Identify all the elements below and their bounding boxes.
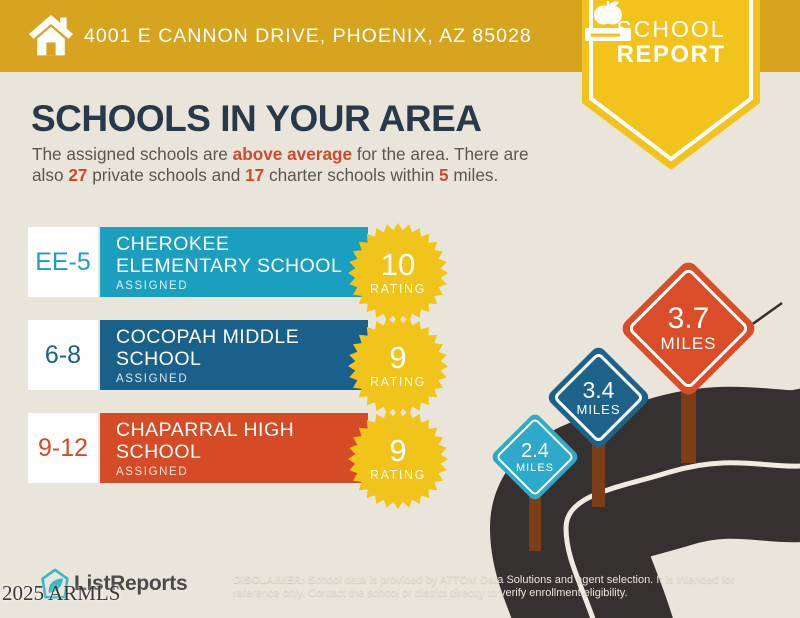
distance-sign-text: 2.4 MILES <box>503 425 567 489</box>
distance-value: 3.7 <box>667 302 710 335</box>
starburst <box>348 409 448 509</box>
distance-sign-text: 3.7 MILES <box>639 279 738 378</box>
assigned-label: ASSIGNED <box>116 279 189 292</box>
distance-value: 2.4 <box>521 439 549 462</box>
house-icon <box>28 14 74 56</box>
distance-value: 3.4 <box>582 377 615 403</box>
armls-watermark: 2025 ARMLS <box>2 581 121 605</box>
apple-book-icon <box>585 1 631 41</box>
listreports-logo: ListReports <box>40 567 188 601</box>
rating-label: RATING <box>370 282 426 296</box>
school-name-line2: ELEMENTARY SCHOOL <box>116 254 343 277</box>
rating-label: RATING <box>370 468 426 482</box>
grade-range: 6-8 <box>28 320 98 390</box>
distance-unit: MILES <box>515 461 554 474</box>
distance-sign-text: 3.4 MILES <box>561 360 636 435</box>
school-name-line2: SCHOOL <box>116 440 202 463</box>
disclaimer-label: DISCLAIMER: <box>233 574 306 586</box>
distance-unit: MILES <box>660 334 717 353</box>
distance-unit: MILES <box>576 402 621 417</box>
school-name-line1: CHAPARRAL HIGH <box>116 418 295 441</box>
ribbon-title-line1: SCHOOL <box>616 16 726 42</box>
school-bar: COCOPAH MIDDLE SCHOOL ASSIGNED <box>100 320 368 390</box>
starburst <box>348 223 448 323</box>
school-name-line1: COCOPAH MIDDLE <box>116 325 300 348</box>
listreports-wordmark: ListReports <box>74 572 188 595</box>
school-report-ribbon: SCHOOL REPORT <box>582 0 760 172</box>
distance-sign-middle: 3.4 MILES <box>545 344 652 451</box>
grade-range: 9-12 <box>28 413 98 483</box>
intro-line-1: The assigned schools are above average f… <box>32 144 529 164</box>
rating-badge: 10 RATING <box>338 213 458 333</box>
school-name-line1: CHEROKEE <box>116 232 230 255</box>
property-address: 4001 E CANNON DRIVE, PHOENIX, AZ 85028 <box>84 24 532 47</box>
ribbon-title-line2: REPORT <box>616 41 726 68</box>
rating-badge: 9 RATING <box>338 399 458 519</box>
school-bar: CHEROKEE ELEMENTARY SCHOOL ASSIGNED <box>100 227 368 297</box>
rating-value: 10 <box>380 247 416 282</box>
rating-label: RATING <box>370 375 426 389</box>
page-title: SCHOOLS IN YOUR AREA <box>31 98 482 139</box>
distance-sign-high: 3.7 MILES <box>618 258 759 399</box>
intro-line-2: also 27 private schools and 17 charter s… <box>32 165 499 185</box>
assigned-label: ASSIGNED <box>116 465 189 478</box>
listreports-icon <box>41 568 69 599</box>
school-name-line2: SCHOOL <box>116 347 202 370</box>
intro-paragraph: The assigned schools are above average f… <box>32 144 529 186</box>
disclaimer-text: DISCLAIMER: School data is provided by A… <box>233 574 735 599</box>
school-bar: CHAPARRAL HIGH SCHOOL ASSIGNED <box>100 413 368 483</box>
ribbon-inner <box>593 0 749 157</box>
starburst <box>348 316 448 416</box>
rating-value: 9 <box>389 433 407 468</box>
rating-value: 9 <box>389 340 407 375</box>
grade-range: EE-5 <box>28 227 98 297</box>
assigned-label: ASSIGNED <box>116 372 189 385</box>
rating-badge: 9 RATING <box>338 306 458 426</box>
